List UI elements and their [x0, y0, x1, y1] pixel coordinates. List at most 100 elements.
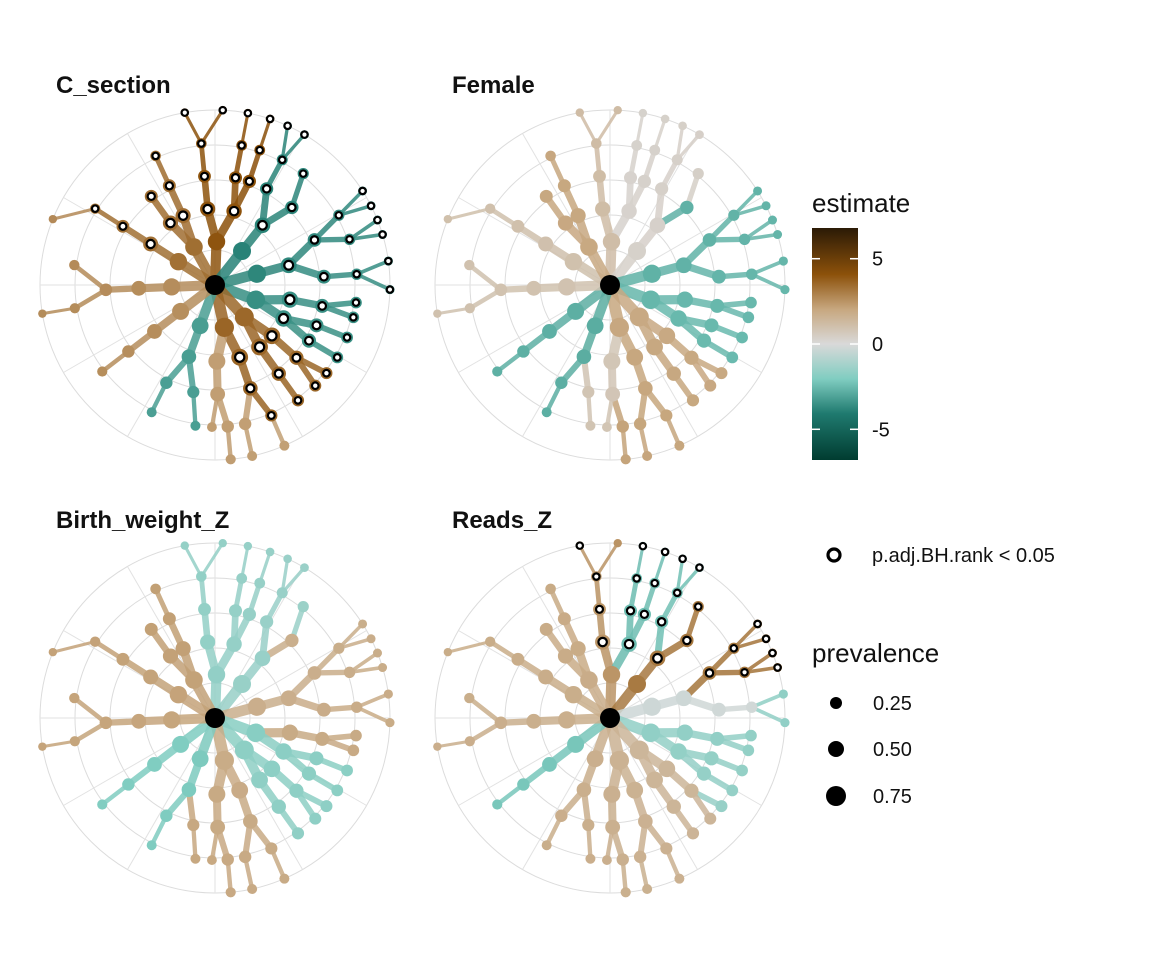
tree-node: [541, 407, 552, 418]
tree-root-node: [205, 275, 225, 295]
tree-node: [605, 819, 621, 835]
tree-node: [281, 724, 298, 741]
tree-node: [558, 278, 576, 296]
tree-node: [726, 351, 739, 364]
tree-node: [160, 376, 173, 389]
significance-marker: [592, 572, 601, 581]
significance-marker: [693, 602, 703, 611]
tree-node: [221, 853, 234, 866]
significance-marker: [303, 335, 314, 346]
significance-marker: [678, 554, 687, 564]
tree-node: [207, 665, 226, 684]
colorbar-tick-label: -5: [872, 419, 890, 441]
tree-node: [146, 407, 157, 418]
tree-node: [658, 760, 676, 778]
tree-node: [190, 853, 201, 864]
tree-edge: [199, 108, 225, 146]
significance-marker: [358, 186, 367, 196]
tree-node: [226, 636, 242, 652]
tree-node: [660, 409, 673, 422]
tree-node: [780, 717, 790, 728]
tree-node: [555, 376, 568, 389]
tree-node: [247, 451, 258, 462]
tree-node: [675, 690, 692, 707]
tree-node: [196, 571, 207, 582]
tree-node: [301, 766, 317, 781]
tree-node: [297, 601, 309, 613]
tree-node: [433, 742, 442, 751]
tree-node: [686, 827, 700, 840]
tree-edge: [280, 132, 307, 162]
tree-edge: [280, 557, 290, 595]
panel-female: Female: [433, 72, 790, 465]
tree-node: [613, 105, 622, 115]
tree-node: [511, 219, 525, 233]
tree-node: [641, 723, 661, 743]
tree-node: [218, 538, 227, 548]
tree-node: [629, 740, 649, 760]
significance-marker: [284, 294, 296, 306]
tree-node: [541, 840, 552, 851]
tree-node: [511, 652, 525, 666]
tree-edge: [337, 189, 365, 218]
tree-edge: [594, 108, 620, 146]
tree-node: [580, 238, 598, 256]
significance-marker: [632, 574, 641, 583]
significance-marker: [768, 648, 777, 658]
tree-node: [582, 818, 595, 832]
significance-marker: [257, 219, 268, 231]
tree-node: [260, 615, 274, 629]
tree-node: [655, 182, 669, 196]
panel-reads-z: Reads_Z: [433, 507, 790, 898]
tree-node: [251, 771, 268, 789]
tree-reads-z: [433, 538, 790, 898]
prevalence-key-0-50: [828, 741, 844, 757]
tree-node: [702, 233, 717, 247]
significance-marker: [625, 606, 636, 616]
tree-node: [238, 850, 252, 864]
tree-edge: [653, 550, 667, 585]
tree-node: [225, 887, 236, 898]
tree-node: [539, 622, 553, 636]
tree-node: [247, 884, 258, 895]
tree-node: [300, 563, 309, 572]
significance-marker: [761, 634, 771, 644]
significance-marker: [283, 121, 292, 131]
tree-node: [433, 309, 442, 318]
legend-significance-label: p.adj.BH.rank < 0.05: [872, 545, 1055, 567]
significance-marker: [310, 381, 320, 391]
tree-node: [131, 280, 147, 296]
tree-node: [671, 154, 683, 166]
tree-node: [641, 290, 661, 310]
tree-node: [745, 268, 758, 280]
tree-edge: [72, 695, 109, 726]
panel-title-reads-z: Reads_Z: [452, 507, 552, 534]
tree-node: [696, 766, 712, 781]
significance-marker: [266, 410, 276, 420]
tree-node: [646, 338, 663, 356]
tree-node: [538, 236, 554, 252]
prevalence-label-0-50: 0.50: [873, 739, 912, 761]
tree-node: [99, 283, 113, 297]
tree-node: [214, 317, 234, 337]
tree-node: [279, 440, 290, 451]
significance-marker: [322, 368, 331, 378]
tree-node: [545, 583, 556, 595]
tree-node: [279, 873, 290, 884]
tree-node: [242, 607, 256, 621]
tree-node: [585, 853, 596, 864]
tree-edge: [732, 189, 760, 218]
legend-prevalence: prevalence 0.25 0.50 0.75: [812, 638, 939, 808]
tree-node: [190, 420, 201, 431]
tree-node: [350, 701, 363, 713]
tree-node: [631, 140, 643, 151]
tree-node: [557, 179, 571, 193]
tree-node: [492, 799, 503, 810]
tree-node: [187, 385, 200, 399]
tree-node: [742, 744, 755, 757]
tree-node: [116, 652, 130, 666]
tree-node: [347, 744, 360, 757]
significance-marker: [266, 330, 278, 342]
tree-node: [366, 634, 376, 644]
significance-marker: [145, 238, 156, 250]
